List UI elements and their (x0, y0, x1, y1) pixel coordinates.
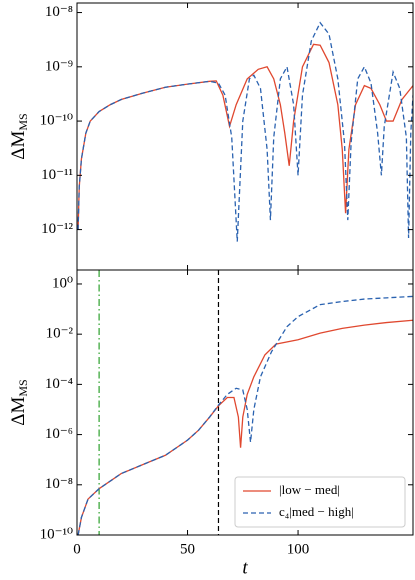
data-line (77, 295, 413, 535)
y-axis-label-sub: MS (16, 113, 30, 130)
y-axis-label: ΔMMS (8, 113, 29, 159)
y-tick-label: 10⁻² (46, 326, 74, 342)
y-axis-label-main: ΔM (8, 131, 29, 160)
x-tick-label: 100 (287, 541, 310, 557)
plot-area (77, 270, 413, 535)
y-axis-label-sub: MS (16, 379, 30, 396)
y-tick-label: 10⁻⁶ (45, 426, 73, 442)
x-tick-label: 50 (180, 541, 195, 557)
y-axis-label: ΔMMS (8, 379, 29, 425)
y-tick-label: 10⁻¹² (41, 221, 73, 237)
legend-label: |low − med| (279, 482, 340, 497)
y-tick-label: 10⁻¹¹ (41, 167, 73, 183)
y-tick-label: 10⁻⁴ (45, 376, 73, 392)
y-axis-label-main: ΔM (8, 397, 29, 426)
y-tick-label: 10⁻¹⁰ (40, 526, 73, 542)
plot-frame (76, 2, 414, 271)
legend-label: c₄|med − high| (279, 504, 354, 519)
x-tick-label: 0 (73, 541, 81, 557)
y-tick-label: 10⁻⁹ (45, 58, 73, 74)
data-line (77, 43, 413, 230)
y-tick-label: 10⁻¹⁰ (40, 113, 73, 129)
y-tick-label: 10⁰ (52, 275, 73, 291)
y-tick-label: 10⁻⁸ (45, 476, 73, 492)
y-tick-label: 10⁻⁸ (45, 4, 73, 20)
plot-area (77, 21, 413, 242)
legend-box (234, 476, 406, 528)
data-line (77, 21, 413, 242)
plot-frame (76, 269, 414, 536)
x-axis-label: t (242, 557, 248, 578)
